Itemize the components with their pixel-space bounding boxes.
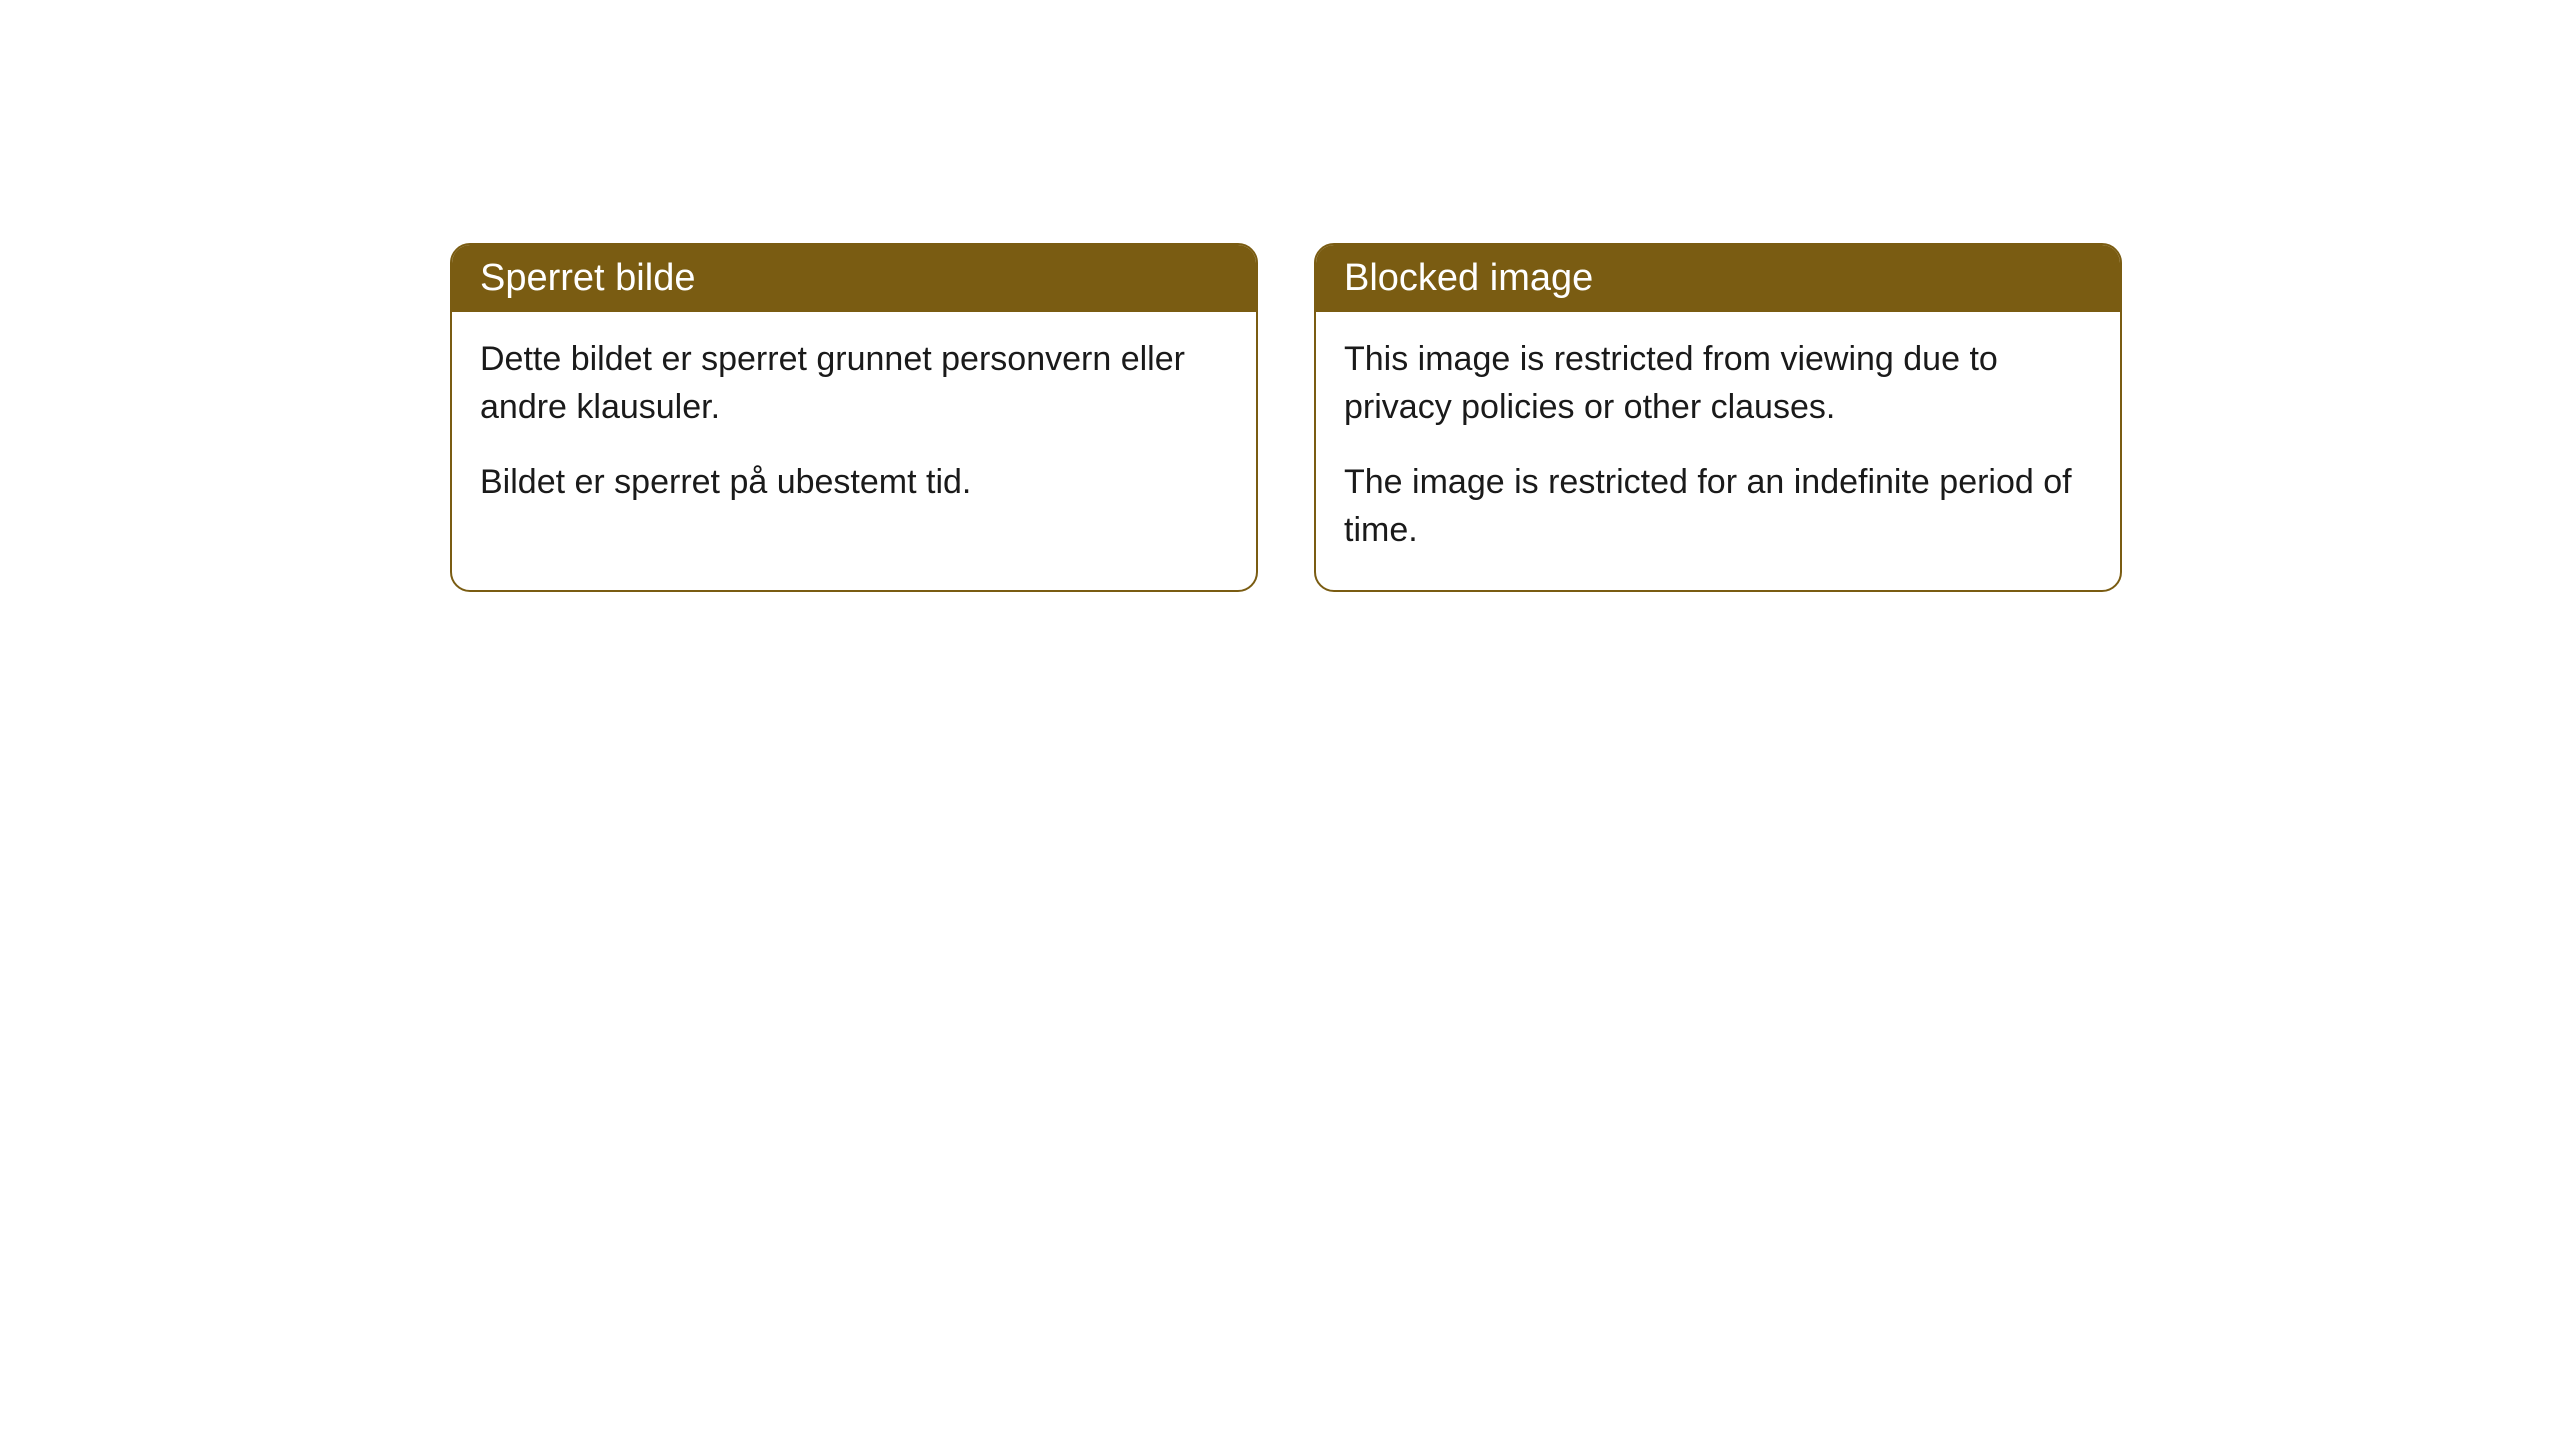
card-paragraph-1-norwegian: Dette bildet er sperret grunnet personve… bbox=[480, 336, 1228, 431]
card-body-norwegian: Dette bildet er sperret grunnet personve… bbox=[452, 312, 1256, 543]
card-paragraph-2-norwegian: Bildet er sperret på ubestemt tid. bbox=[480, 459, 1228, 507]
blocked-image-card-norwegian: Sperret bilde Dette bildet er sperret gr… bbox=[450, 243, 1258, 592]
card-paragraph-2-english: The image is restricted for an indefinit… bbox=[1344, 459, 2092, 554]
card-body-english: This image is restricted from viewing du… bbox=[1316, 312, 2120, 590]
card-header-english: Blocked image bbox=[1316, 245, 2120, 312]
notice-cards-container: Sperret bilde Dette bildet er sperret gr… bbox=[450, 243, 2122, 592]
card-header-norwegian: Sperret bilde bbox=[452, 245, 1256, 312]
blocked-image-card-english: Blocked image This image is restricted f… bbox=[1314, 243, 2122, 592]
card-paragraph-1-english: This image is restricted from viewing du… bbox=[1344, 336, 2092, 431]
